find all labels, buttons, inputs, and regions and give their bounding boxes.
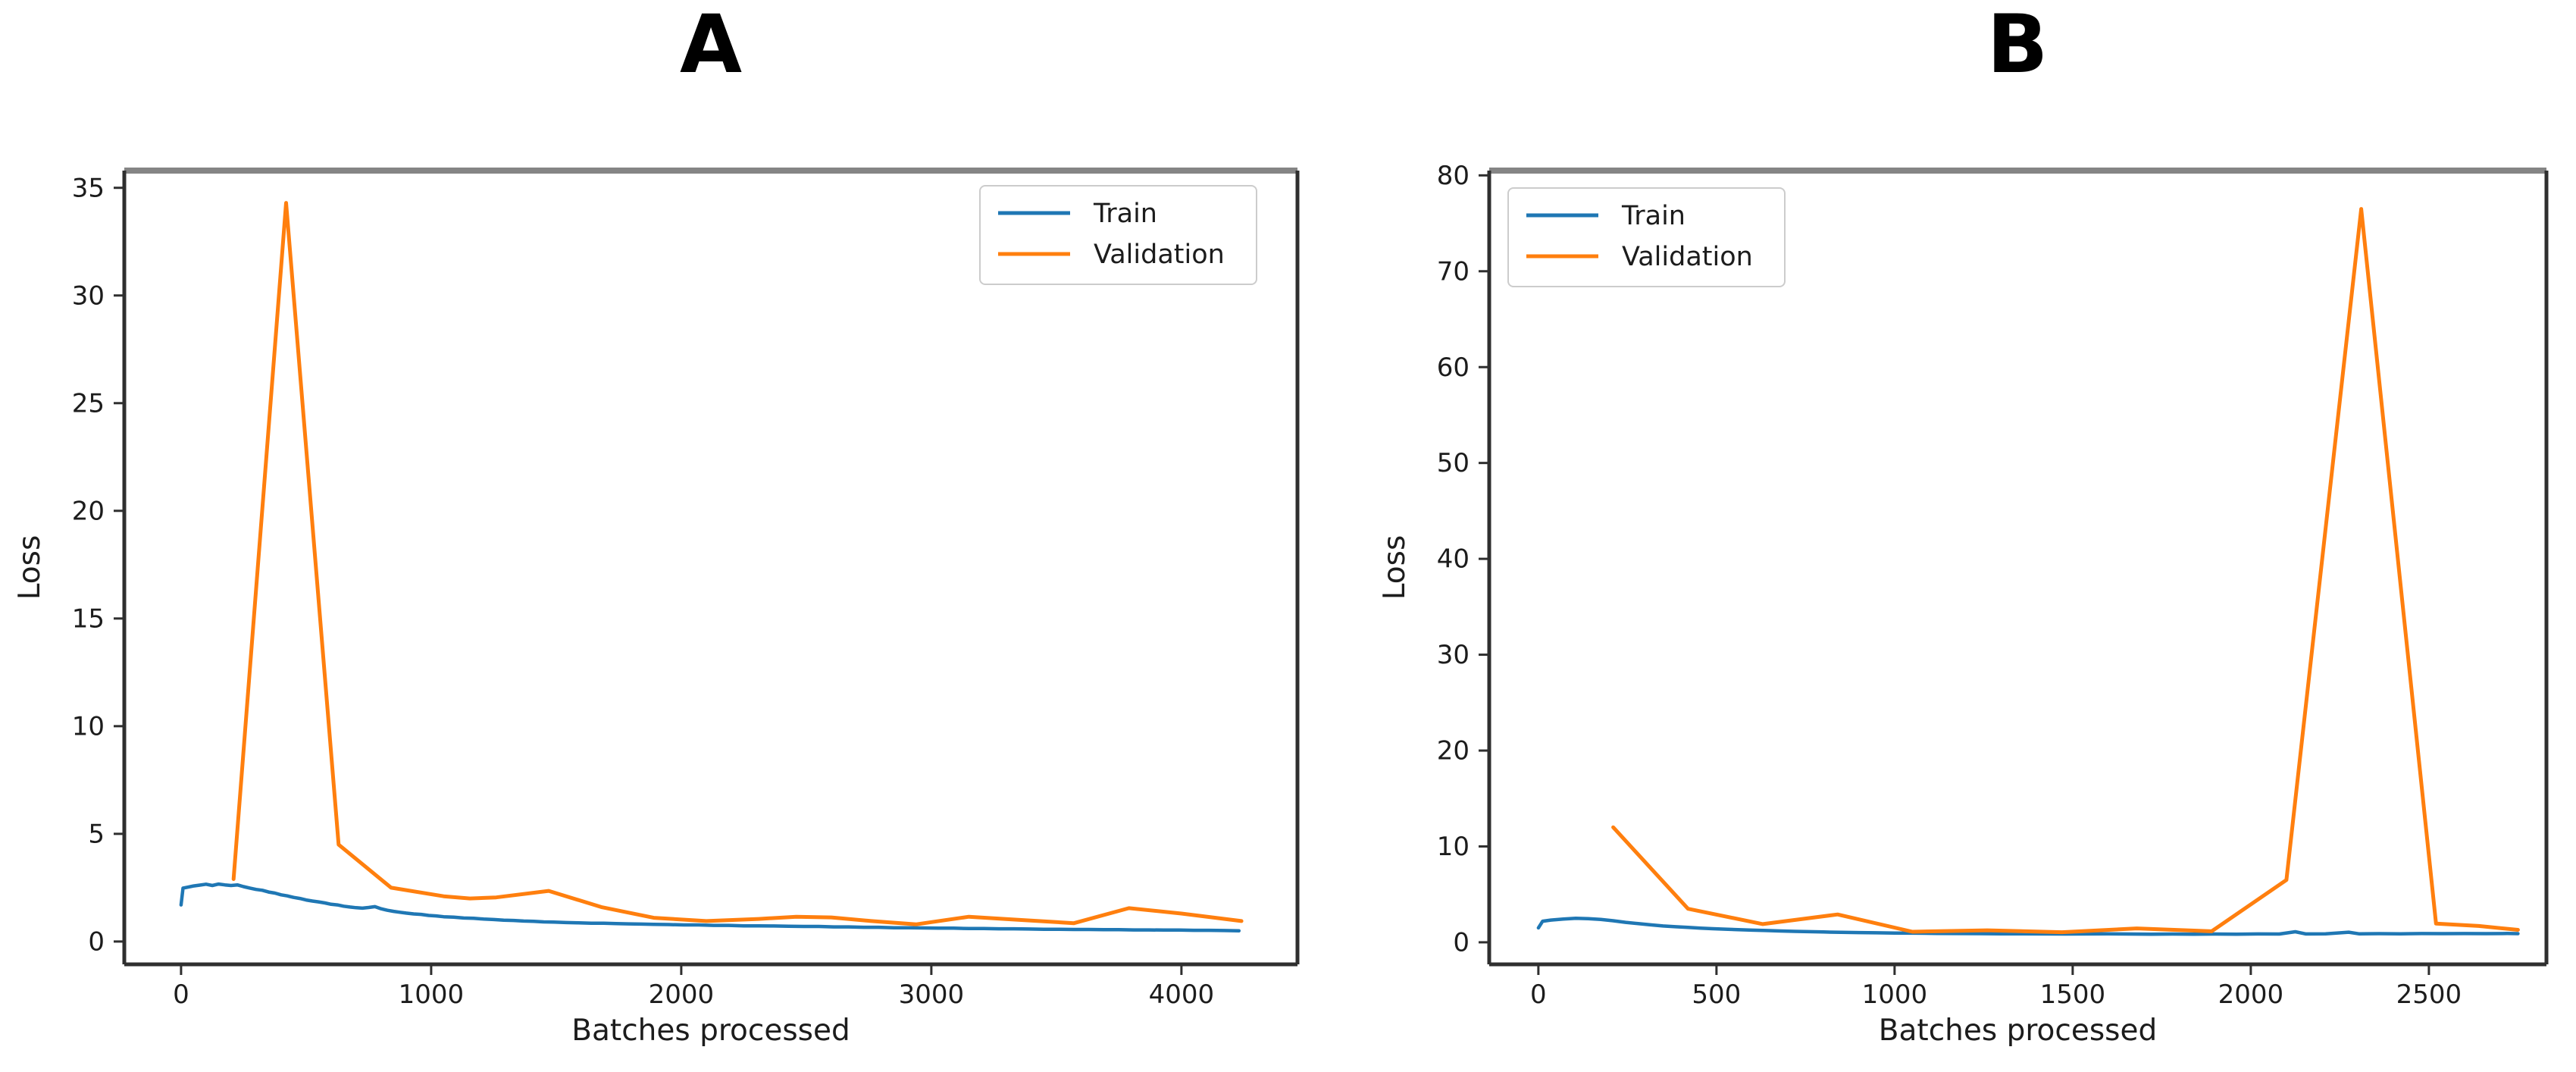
chart-b-y-tick-label: 20 [1437,736,1470,766]
chart-a-series-train [179,882,1241,933]
chart-b-y-tick-label: 80 [1437,161,1470,191]
chart-b-x-tick-label: 2500 [2396,980,2462,1010]
chart-b-y-tick-label: 40 [1437,544,1470,575]
chart-a-y-tick-label: 5 [88,819,105,849]
chart-b-y-tick-label: 30 [1437,640,1470,670]
chart-a-legend-box [979,185,1257,285]
chart-b-y-tick-label: 10 [1437,832,1470,862]
chart-b-y-tick-label: 0 [1453,927,1470,958]
chart-a-y-tick-label: 30 [72,281,105,311]
chart-a-x-axis-label: Batches processed [571,1014,850,1048]
chart-b-legend-box [1507,187,1786,287]
chart-b-x-tick-label: 0 [1530,980,1547,1010]
chart-a-y-axis-label: Loss [13,535,47,600]
chart-b-series-train [1536,917,2520,936]
chart-a-x-tick-label: 1000 [399,980,465,1010]
panel-b-title: B [1986,0,2049,91]
chart-a-y-tick-label: 35 [72,173,105,203]
chart-b-y-tick-label: 50 [1437,448,1470,478]
chart-a-legend-label-validation: Validation [1094,240,1225,270]
chart-b-x-axis-label: Batches processed [1879,1014,2157,1048]
chart-a-legend-label-train: Train [1093,199,1157,229]
chart-b-legend-label-validation: Validation [1622,242,1753,272]
chart-b-x-tick-label: 1500 [2040,980,2106,1010]
chart-a-x-tick-label: 4000 [1149,980,1215,1010]
chart-a-y-tick-label: 20 [72,496,105,526]
chart-b-x-tick-label: 500 [1692,980,1741,1010]
chart-b-x-tick-label: 2000 [2218,980,2284,1010]
chart-a-series-validation [231,201,1244,926]
chart-b-series-validation [1611,207,2520,935]
chart-b-y-tick-label: 70 [1437,256,1470,287]
chart-b-legend-label-train: Train [1621,201,1686,231]
chart-a-x-tick-label: 2000 [649,980,715,1010]
chart-b-x-tick-label: 1000 [1862,980,1928,1010]
chart-a-y-tick-label: 0 [88,926,105,957]
chart-a-y-tick-label: 15 [72,603,105,634]
chart-a-x-tick-label: 0 [173,980,189,1010]
chart-b-y-tick-label: 60 [1437,353,1470,383]
chart-a-x-tick-label: 3000 [899,980,965,1010]
chart-b-y-axis-label: Loss [1378,535,1412,600]
chart-a-y-tick-label: 25 [72,388,105,418]
chart-a-y-tick-label: 10 [72,711,105,741]
panel-a-title: A [679,0,743,91]
